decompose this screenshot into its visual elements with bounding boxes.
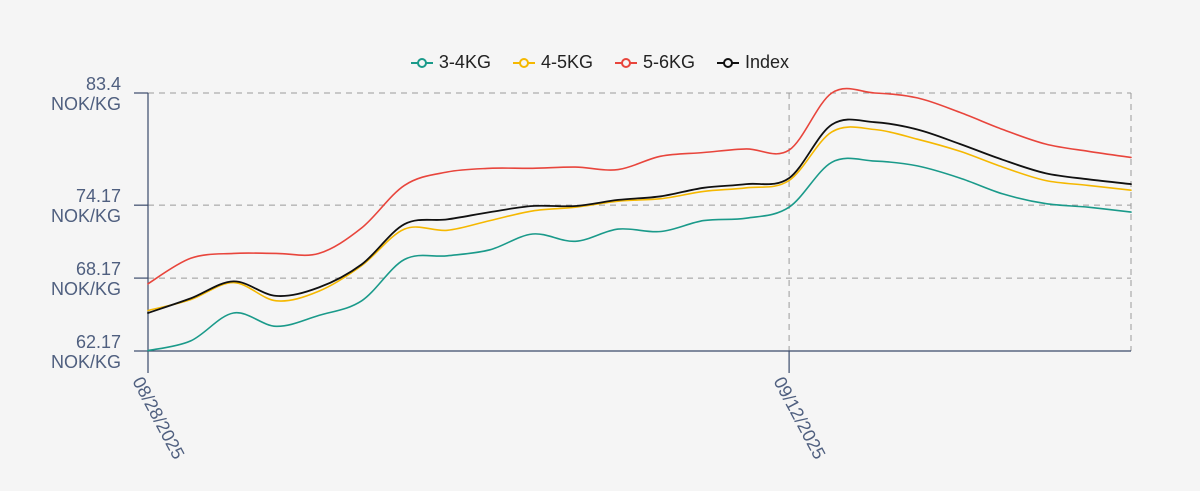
legend-item-4-5kg[interactable]: 4-5KG bbox=[512, 52, 593, 73]
series-line-3-4kg bbox=[147, 157, 1132, 352]
series-line-4-5kg bbox=[147, 126, 1132, 312]
legend-marker-icon bbox=[614, 57, 637, 68]
x-tick-label: 09/12/2025 bbox=[770, 373, 830, 462]
y-tick-unit: NOK/KG bbox=[51, 206, 121, 226]
legend-item-3-4kg[interactable]: 3-4KG bbox=[410, 52, 491, 73]
y-tick-label: 68.17 bbox=[76, 259, 121, 279]
legend-label: 5-6KG bbox=[642, 52, 696, 72]
legend-label: 3-4KG bbox=[438, 52, 491, 72]
legend-item-5-6kg[interactable]: 5-6KG bbox=[614, 52, 696, 73]
legend-marker-icon bbox=[410, 57, 433, 68]
chart-legend: 3-4KG 4-5KG 5-6KG Index bbox=[0, 52, 1200, 73]
y-tick-unit: NOK/KG bbox=[51, 352, 121, 372]
y-tick-label: 83.4 bbox=[86, 74, 121, 94]
series-line-5-6kg bbox=[147, 87, 1132, 285]
axes bbox=[134, 92, 1131, 373]
legend-item-index[interactable]: Index bbox=[717, 52, 789, 73]
series bbox=[147, 87, 1132, 352]
legend-label: Index bbox=[745, 52, 790, 72]
legend-marker-icon bbox=[717, 57, 740, 68]
y-tick-label: 74.17 bbox=[76, 186, 121, 206]
series-line-index bbox=[147, 118, 1132, 314]
y-tick-unit: NOK/KG bbox=[51, 279, 121, 299]
tick-labels: 62.17NOK/KG68.17NOK/KG74.17NOK/KG83.4NOK… bbox=[51, 74, 830, 462]
legend-marker-icon bbox=[512, 57, 535, 68]
y-tick-unit: NOK/KG bbox=[51, 94, 121, 114]
legend-label: 4-5KG bbox=[540, 52, 593, 72]
grid bbox=[148, 92, 1132, 351]
x-tick-label: 08/28/2025 bbox=[128, 373, 188, 462]
y-tick-label: 62.17 bbox=[76, 332, 121, 352]
